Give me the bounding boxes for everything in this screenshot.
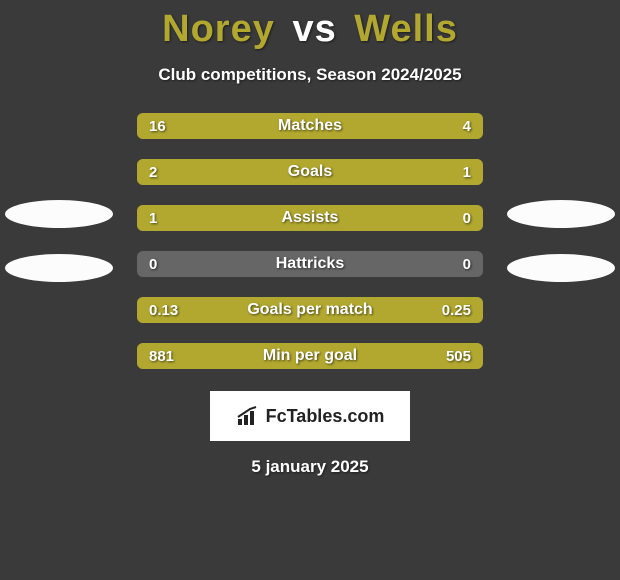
stat-bar: 00Hattricks bbox=[137, 251, 483, 277]
stat-bar: 0.130.25Goals per match bbox=[137, 297, 483, 323]
club-logo-placeholder bbox=[507, 254, 615, 282]
stat-bar: 881505Min per goal bbox=[137, 343, 483, 369]
player1-name: Norey bbox=[162, 8, 275, 50]
source-brand: FcTables.com bbox=[266, 406, 385, 427]
snapshot-date: 5 january 2025 bbox=[0, 457, 620, 477]
comparison-title: Norey vs Wells bbox=[0, 0, 620, 51]
player2-name: Wells bbox=[354, 8, 458, 50]
club-logo-placeholder bbox=[5, 254, 113, 282]
club-logo-placeholder bbox=[5, 200, 113, 228]
left-club-logos bbox=[3, 200, 115, 282]
source-badge: FcTables.com bbox=[210, 391, 410, 441]
stat-label: Hattricks bbox=[137, 251, 483, 277]
chart-icon bbox=[236, 405, 260, 427]
stat-label: Matches bbox=[137, 113, 483, 139]
vs-separator: vs bbox=[292, 8, 336, 50]
stat-label: Min per goal bbox=[137, 343, 483, 369]
comparison-body: 164Matches 21Goals 10Assists 00Hattricks 0.1… bbox=[0, 113, 620, 369]
stat-label: Goals per match bbox=[137, 297, 483, 323]
subtitle: Club competitions, Season 2024/2025 bbox=[0, 65, 620, 85]
right-club-logos bbox=[505, 200, 617, 282]
stat-bars-container: 164Matches 21Goals 10Assists 00Hattricks 0.1… bbox=[137, 113, 483, 369]
stat-label: Goals bbox=[137, 159, 483, 185]
stat-bar: 21Goals bbox=[137, 159, 483, 185]
club-logo-placeholder bbox=[507, 200, 615, 228]
stat-bar: 164Matches bbox=[137, 113, 483, 139]
stat-label: Assists bbox=[137, 205, 483, 231]
stat-bar: 10Assists bbox=[137, 205, 483, 231]
